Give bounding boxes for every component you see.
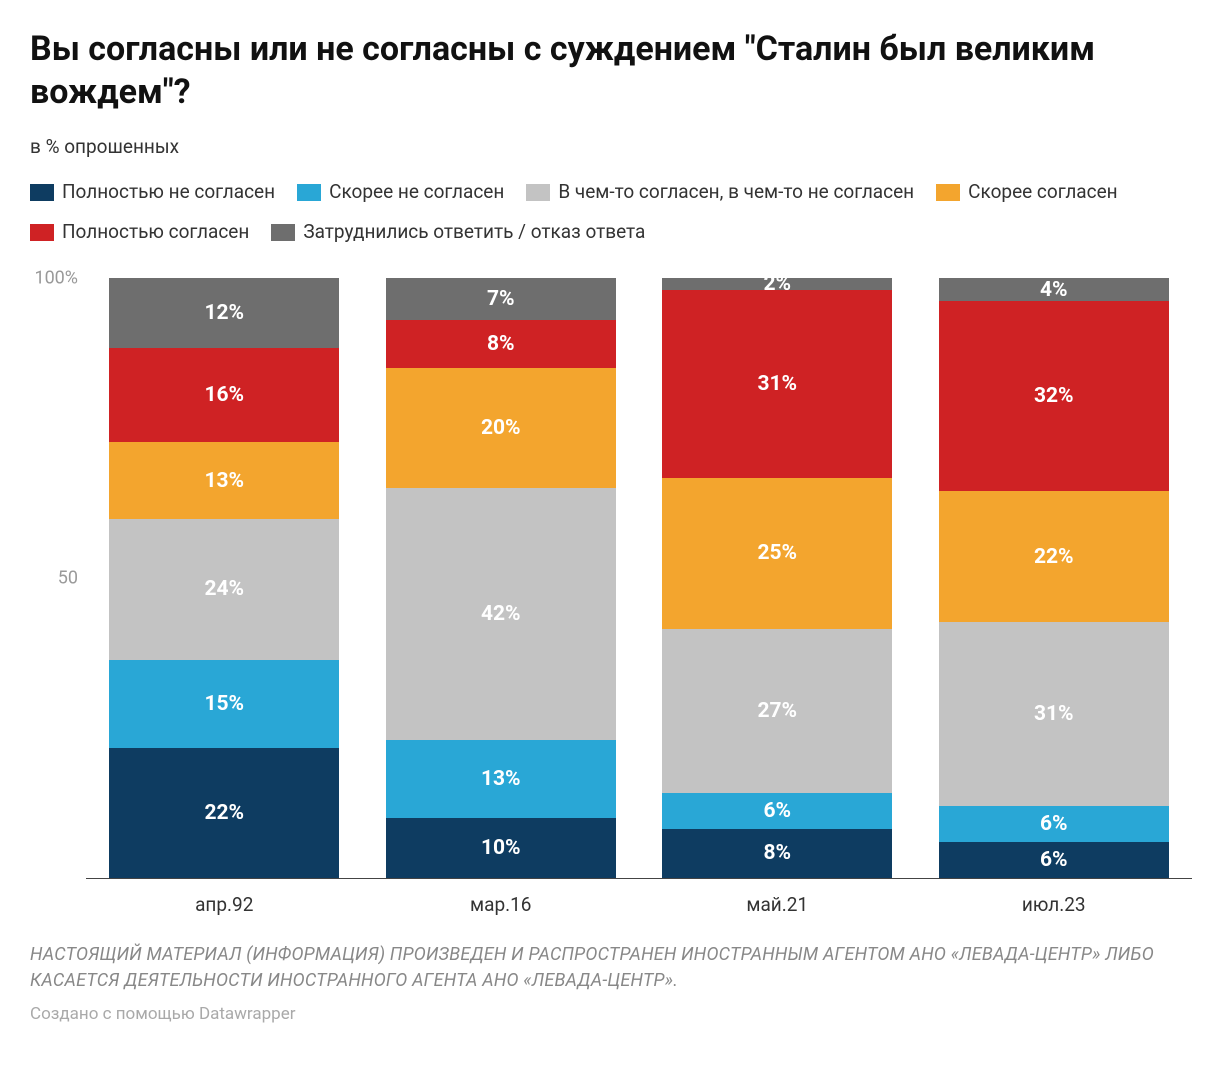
bar-segment: 31% [939,622,1169,806]
legend-item: Скорее согласен [936,176,1118,208]
bar-segment: 25% [662,478,892,630]
segment-value-label: 42% [481,602,521,626]
bar-segment: 22% [109,748,339,877]
chart-title: Вы согласны или не согласны с суждением … [30,28,1192,113]
legend-label: Скорее согласен [968,176,1118,208]
legend-swatch [526,184,550,201]
bars-container: 22% 15% 24% 13% 16% 12% 10% 13% 42% 20% 8% 7% 8% 6% 27… [86,279,1192,878]
legend-item: Затруднились ответить / отказ ответа [271,216,645,248]
segment-value-label: 25% [757,541,797,565]
bar-segment: 2% [662,278,892,290]
bar-segment: 42% [386,488,616,740]
bar-segment: 8% [386,320,616,368]
segment-value-label: 31% [757,372,797,396]
legend-swatch [30,184,54,201]
segment-value-label: 22% [204,801,244,825]
legend-item: Скорее не согласен [297,176,504,208]
legend-item: В чем-то согласен, в чем-то не согласен [526,176,914,208]
segment-value-label: 27% [757,699,797,723]
segment-value-label: 24% [204,577,244,601]
bar-segment: 4% [939,278,1169,302]
x-axis-label: май.21 [639,893,916,916]
legend-swatch [297,184,321,201]
legend-swatch [271,224,295,241]
segment-value-label: 10% [481,836,521,860]
disclaimer-text: НАСТОЯЩИЙ МАТЕРИАЛ (ИНФОРМАЦИЯ) ПРОИЗВЕД… [30,942,1192,994]
segment-value-label: 8% [763,841,791,865]
segment-value-label: 6% [1040,848,1068,872]
legend-item: Полностью не согласен [30,176,275,208]
segment-value-label: 13% [204,469,244,493]
segment-value-label: 32% [1034,384,1074,408]
legend-swatch [30,224,54,241]
credit-text: Создано с помощью Datawrapper [30,1004,1192,1024]
legend-label: Полностью согласен [62,216,249,248]
segment-value-label: 22% [1034,545,1074,569]
segment-value-label: 31% [1034,702,1074,726]
x-axis-label: июл.23 [916,893,1193,916]
bar-column: 10% 13% 42% 20% 8% 7% [363,278,640,878]
chart-subtitle: в % опрошенных [30,135,1192,158]
y-tick-label: 100% [30,267,78,288]
bar-segment: 32% [939,301,1169,491]
bar-column: 6% 6% 31% 22% 32% 4% [916,278,1193,878]
bar-segment: 15% [109,660,339,748]
x-axis-label: апр.92 [86,893,363,916]
segment-value-label: 20% [481,416,521,440]
segment-value-label: 4% [1040,278,1068,302]
bar-segment: 6% [662,793,892,829]
segment-value-label: 8% [487,332,515,356]
bar-segment: 13% [386,740,616,818]
bar-segment: 6% [939,842,1169,878]
plot-area: 22% 15% 24% 13% 16% 12% 10% 13% 42% 20% 8% 7% 8% 6% 27… [86,279,1192,879]
stacked-bar: 6% 6% 31% 22% 32% 4% [939,278,1169,878]
bar-segment: 8% [662,829,892,877]
x-axis-label: мар.16 [363,893,640,916]
bar-segment: 12% [109,278,339,349]
segment-value-label: 6% [763,799,791,823]
bar-column: 8% 6% 27% 25% 31% 2% [639,278,916,878]
segment-value-label: 7% [487,287,515,311]
stacked-bar: 22% 15% 24% 13% 16% 12% [109,278,339,878]
bar-segment: 24% [109,519,339,660]
stacked-bar: 8% 6% 27% 25% 31% 2% [662,278,892,878]
bar-segment: 7% [386,278,616,320]
segment-value-label: 12% [204,301,244,325]
bar-segment: 13% [109,442,339,518]
segment-value-label: 16% [204,383,244,407]
bar-segment: 22% [939,491,1169,622]
legend-label: Затруднились ответить / отказ ответа [303,216,645,248]
legend-label: В чем-то согласен, в чем-то не согласен [558,176,914,208]
legend-label: Полностью не согласен [62,176,275,208]
bar-segment: 27% [662,629,892,793]
legend-swatch [936,184,960,201]
bar-segment: 10% [386,818,616,878]
stacked-bar: 10% 13% 42% 20% 8% 7% [386,278,616,878]
bar-segment: 31% [662,290,892,478]
legend-item: Полностью согласен [30,216,249,248]
segment-value-label: 13% [481,767,521,791]
segment-value-label: 6% [1040,812,1068,836]
bar-segment: 20% [386,368,616,488]
bar-segment: 16% [109,348,339,442]
segment-value-label: 15% [204,692,244,716]
y-tick-label: 50 [30,567,78,588]
bar-column: 22% 15% 24% 13% 16% 12% [86,278,363,878]
legend-label: Скорее не согласен [329,176,504,208]
legend: Полностью не согласен Скорее не согласен В… [30,176,1192,249]
x-axis-labels: апр.92мар.16май.21июл.23 [86,893,1192,916]
chart-area: 22% 15% 24% 13% 16% 12% 10% 13% 42% 20% 8% 7% 8% 6% 27… [86,279,1192,916]
bar-segment: 6% [939,806,1169,842]
